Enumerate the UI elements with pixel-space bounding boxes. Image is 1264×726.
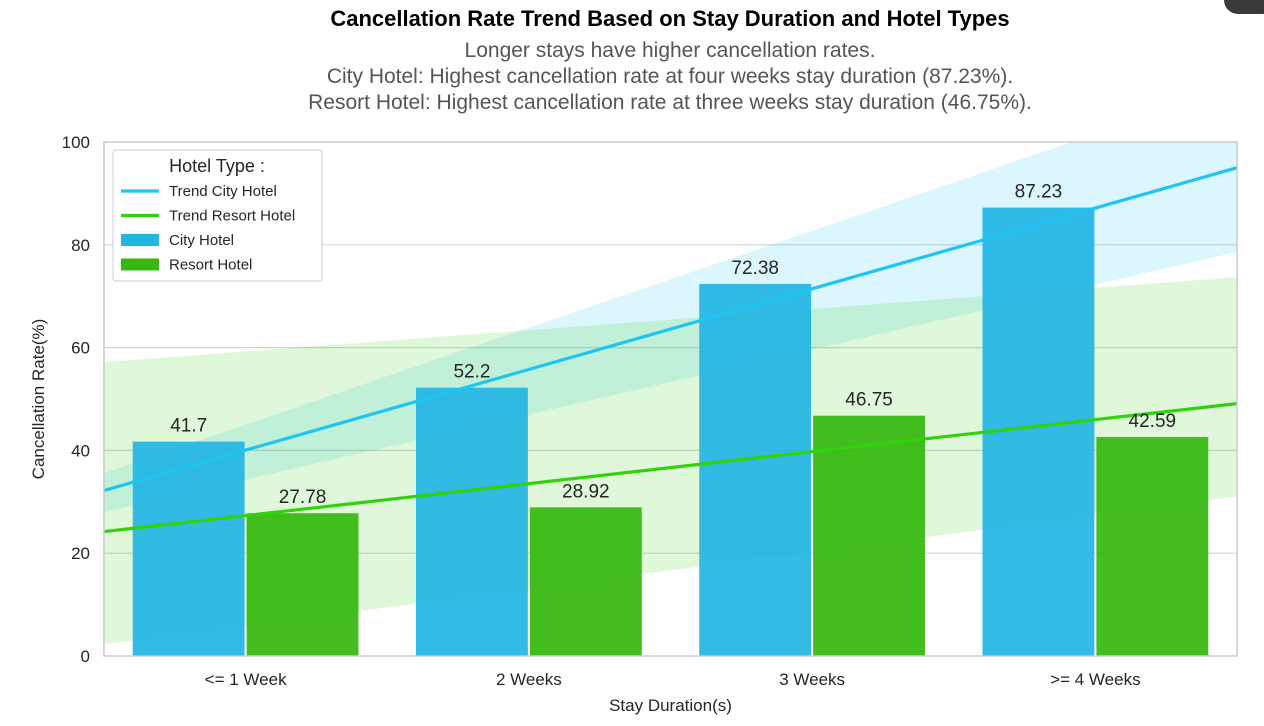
x-tick-label-1-week: <= 1 Week: [205, 670, 287, 689]
plot-frame: [103, 141, 1238, 657]
y-tick-label-80: 80: [71, 236, 90, 255]
confidence-band-trend-city-hotel: [104, 142, 1237, 513]
data-label-resort-hotel-2-weeks: 28.92: [562, 481, 610, 502]
y-tick-label-20: 20: [71, 544, 90, 563]
bars: [132, 207, 1209, 656]
data-label-resort-hotel-3-weeks: 46.75: [845, 390, 893, 411]
x-axis-label: Stay Duration(s): [609, 696, 732, 715]
confidence-band-trend-resort-hotel: [104, 277, 1237, 645]
bar-city-hotel-1-week: [132, 441, 245, 656]
legend-swatch-resort-hotel: [121, 258, 159, 271]
data-label-city-hotel-2-weeks: 52.2: [453, 362, 490, 383]
window-corner: [1224, 0, 1264, 14]
trend-lines: [104, 166, 1237, 534]
chart-subtitle-line-1: Longer stays have higher cancellation ra…: [464, 39, 876, 62]
y-axis-label: Cancellation Rate(%): [29, 319, 48, 480]
y-tick-label-40: 40: [71, 441, 90, 460]
trend-line-trend-resort-hotel: [104, 402, 1237, 534]
chart-subtitle-line-2: City Hotel: Highest cancellation rate at…: [326, 65, 1014, 88]
chart-subtitle-line-3: Resort Hotel: Highest cancellation rate …: [308, 91, 1032, 114]
x-tick-label-2-weeks: 2 Weeks: [496, 670, 562, 689]
legend: Hotel Type : Trend City Hotel Trend Resor…: [112, 149, 323, 282]
legend-label-city-hotel: City Hotel: [169, 232, 234, 249]
legend-swatch-city-hotel: [121, 234, 159, 246]
bar-resort-hotel-3-weeks: [813, 415, 926, 656]
data-label-resort-hotel-1-week: 27.78: [279, 487, 327, 508]
bar-city-hotel-3-weeks: [699, 283, 812, 656]
data-label-city-hotel-4-weeks: 87.23: [1015, 182, 1063, 203]
legend-label-resort-hotel: Resort Hotel: [169, 257, 252, 274]
chart-title: Cancellation Rate Trend Based on Stay Du…: [330, 6, 1010, 31]
y-tick-label-60: 60: [71, 339, 90, 358]
bar-city-hotel-2-weeks: [415, 387, 528, 656]
x-tick-label-4-weeks: >= 4 Weeks: [1050, 670, 1140, 689]
data-label-city-hotel-1-week: 41.7: [170, 416, 207, 437]
data-labels: 41.7 27.78 52.2 28.92 72.38 46.75 87.23 42.59: [170, 182, 1176, 509]
legend-title: Hotel Type :: [169, 156, 265, 176]
data-label-city-hotel-3-weeks: 72.38: [731, 258, 779, 279]
trend-line-trend-city-hotel: [104, 166, 1237, 493]
bar-resort-hotel-4-weeks: [1096, 437, 1209, 656]
confidence-bands: [104, 142, 1237, 645]
legend-label-trend-city-hotel: Trend City Hotel: [169, 183, 277, 200]
x-tick-label-3-weeks: 3 Weeks: [779, 670, 845, 689]
y-tick-label-0: 0: [81, 647, 90, 666]
legend-label-trend-resort-hotel: Trend Resort Hotel: [169, 208, 295, 225]
bar-resort-hotel-1-week: [246, 513, 359, 656]
legend-box: [112, 149, 323, 282]
bar-resort-hotel-2-weeks: [529, 507, 642, 656]
x-axis-ticks: <= 1 Week 2 Weeks 3 Weeks >= 4 Weeks: [205, 670, 1141, 689]
data-label-resort-hotel-4-weeks: 42.59: [1129, 411, 1177, 432]
y-axis-ticks: 0 20 40 60 80 100: [62, 133, 90, 666]
y-tick-label-100: 100: [62, 133, 90, 152]
